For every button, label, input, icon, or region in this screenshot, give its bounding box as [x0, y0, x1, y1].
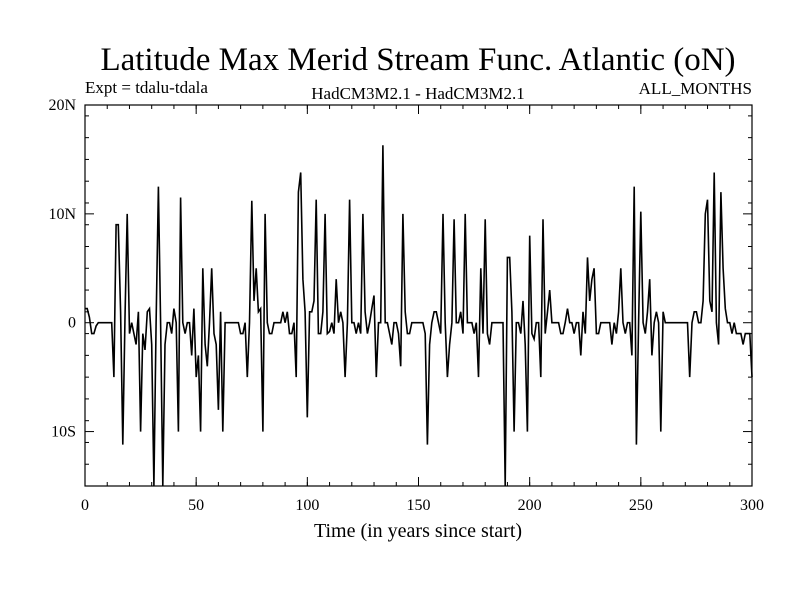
y-axis: 10S 0 10N 20N [48, 97, 752, 487]
x-axis: 0 50 100 150 200 250 300 [81, 105, 764, 514]
x-axis-label: Time (in years since start) [314, 520, 522, 542]
model-comparison-label: HadCM3M2.1 - HadCM3M2.1 [311, 84, 524, 103]
x-tick-label: 200 [518, 497, 542, 514]
x-tick-label: 50 [188, 497, 204, 514]
experiment-label: Expt = tdalu-tdala [85, 78, 208, 97]
plot-frame [84, 104, 753, 487]
y-tick-label: 10S [51, 424, 76, 441]
plot-area [84, 104, 753, 487]
x-tick-label: 100 [295, 497, 319, 514]
x-tick-label: 150 [407, 497, 431, 514]
months-label: ALL_MONTHS [639, 79, 752, 98]
y-tick-label: 10N [48, 206, 76, 223]
x-tick-label: 250 [629, 497, 653, 514]
y-tick-label: 20N [48, 97, 76, 114]
x-tick-label: 300 [740, 497, 764, 514]
chart-title: Latitude Max Merid Stream Func. Atlantic… [100, 42, 735, 78]
x-tick-label: 0 [81, 497, 89, 514]
y-tick-label: 0 [68, 315, 76, 332]
series-line [85, 145, 753, 487]
